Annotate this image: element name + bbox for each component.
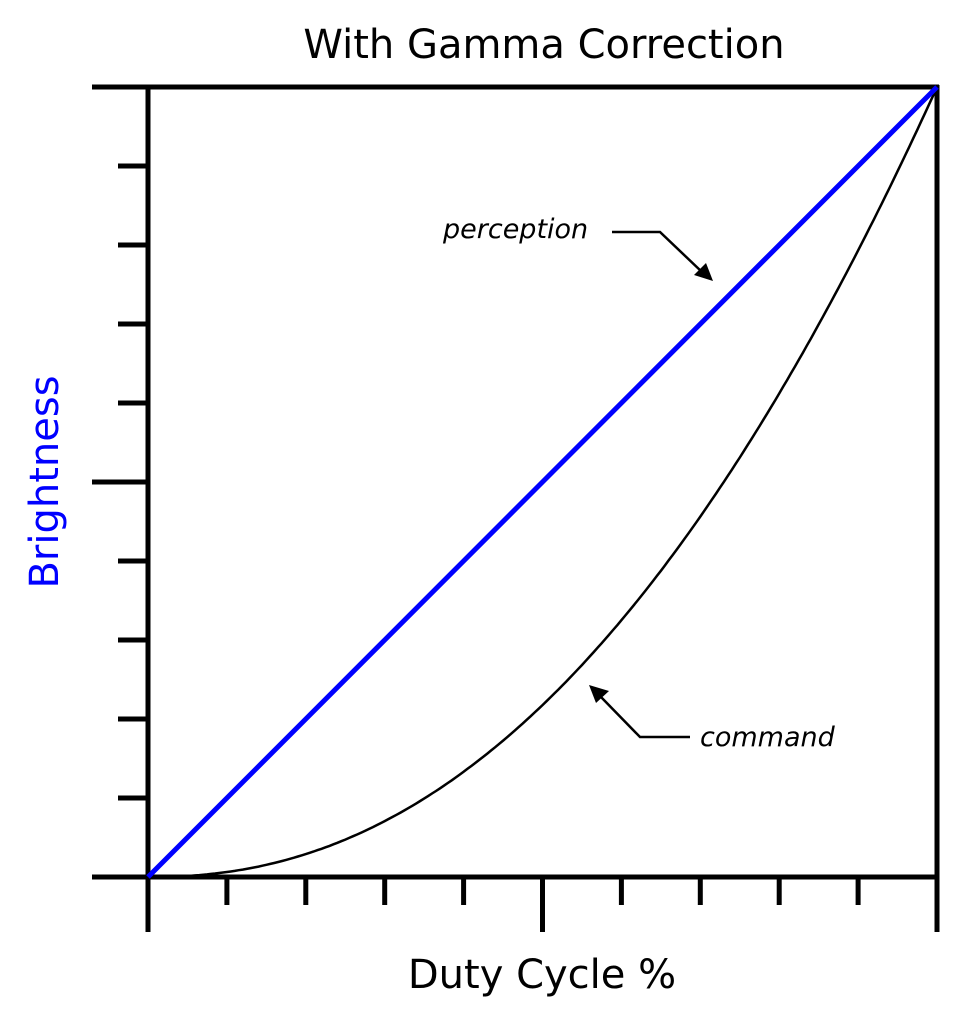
- y-axis-label: Brightness: [22, 375, 68, 588]
- plot-frame: [92, 84, 940, 932]
- x-ticks: [224, 877, 861, 932]
- x-axis-label: Duty Cycle %: [408, 952, 676, 998]
- perception-annotation: perception: [442, 214, 588, 245]
- command-annotation: command: [700, 722, 836, 753]
- y-ticks: [92, 163, 148, 801]
- perception-arrow-icon: [612, 230, 713, 281]
- command-arrow-icon: [589, 685, 690, 739]
- perception-line: [146, 85, 939, 879]
- chart-title: With Gamma Correction: [303, 22, 784, 68]
- command-curve: [148, 86, 939, 879]
